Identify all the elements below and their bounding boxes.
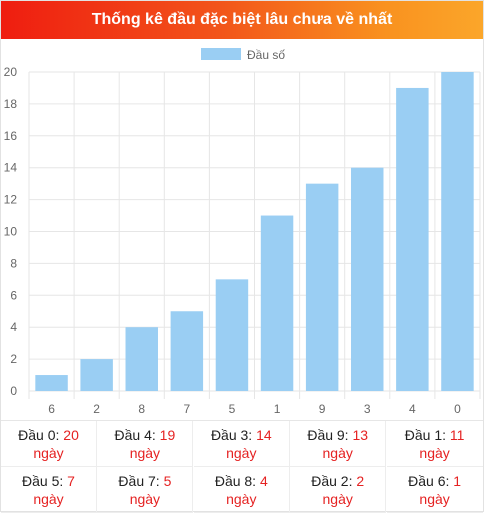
y-tick-label: 8 <box>10 256 17 270</box>
stat-value: 2 <box>356 473 365 489</box>
stat-value: 14 <box>256 427 272 443</box>
stat-cell: Đầu 3: 14 ngày <box>193 421 290 467</box>
x-tick-label: 1 <box>274 402 281 416</box>
y-tick-label: 6 <box>10 288 17 302</box>
stat-unit: ngày <box>226 491 257 507</box>
x-tick-label: 4 <box>409 402 416 416</box>
stat-unit: ngày <box>419 445 450 461</box>
panel-title: Thống kê đầu đặc biệt lâu chưa về nhất <box>1 1 483 39</box>
bar-chart: Đầu số 0 2 4 6 8 10 12 14 16 18 20 6 2 8 7 5 1 9 3 4 0 <box>4 48 481 416</box>
y-tick-label: 2 <box>10 352 17 366</box>
x-tick-label: 6 <box>48 402 55 416</box>
x-tick-label: 9 <box>319 402 326 416</box>
legend: Đầu số <box>201 48 285 62</box>
stat-unit: ngày <box>129 445 161 461</box>
stat-cell: Đầu 6: 1 ngày <box>386 467 483 513</box>
bar <box>351 167 384 391</box>
x-tick-label: 0 <box>454 402 461 416</box>
stat-value: 5 <box>163 473 172 489</box>
stat-unit: ngày <box>33 491 64 507</box>
y-tick-label: 12 <box>4 193 18 207</box>
y-tick-label: 4 <box>10 320 17 334</box>
stat-label: Đầu 4: <box>114 427 160 443</box>
stat-label: Đầu 5: <box>22 473 68 489</box>
stat-value: 20 <box>63 427 79 443</box>
bar <box>396 87 429 391</box>
stat-value: 11 <box>449 427 465 443</box>
stat-unit: ngày <box>419 491 450 507</box>
y-tick-label: 10 <box>4 225 18 239</box>
bar <box>305 183 339 391</box>
stat-label: Đầu 1: <box>404 427 450 443</box>
stat-value: 13 <box>352 427 369 443</box>
stat-value: 7 <box>67 473 75 489</box>
stat-value: 4 <box>259 473 268 489</box>
y-tick-label: 20 <box>4 65 18 79</box>
y-tick-label: 14 <box>4 161 18 175</box>
bar <box>35 375 68 391</box>
stat-unit: ngày <box>129 491 161 507</box>
legend-label: Đầu số <box>247 48 285 62</box>
bar <box>80 359 113 391</box>
stat-cell: Đầu 4: 19 ngày <box>97 421 194 467</box>
y-tick-label: 0 <box>10 384 17 398</box>
stat-label: Đầu 6: <box>408 473 454 489</box>
bar <box>170 311 204 391</box>
stat-unit: ngày <box>322 491 353 507</box>
stat-cell: Đầu 9: 13 ngày <box>290 421 387 467</box>
stat-cell: Đầu 5: 7 ngày <box>1 467 97 513</box>
x-tick-label: 3 <box>364 402 371 416</box>
stat-cell: Đầu 0: 20 ngày <box>1 421 97 467</box>
stat-label: Đầu 2: <box>311 473 357 489</box>
legend-swatch <box>201 48 241 60</box>
y-tick-label: 16 <box>4 129 18 143</box>
stats-table: Đầu 0: 20 ngày Đầu 4: 19 ngày Đầu 3: 14 ngày Đ… <box>1 420 483 513</box>
stat-cell: Đầu 8: 4 ngày <box>193 467 290 513</box>
stat-label: Đầu 9: <box>307 427 353 443</box>
x-tick-label: 5 <box>229 402 236 416</box>
bar <box>441 72 474 391</box>
x-tick-label: 8 <box>138 402 145 416</box>
stat-label: Đầu 0: <box>18 427 64 443</box>
stat-cell: Đầu 7: 5 ngày <box>97 467 194 513</box>
stat-unit: ngày <box>226 445 257 461</box>
stat-label: Đầu 3: <box>210 427 257 443</box>
x-tick-label: 7 <box>184 402 191 416</box>
bar <box>260 215 294 391</box>
stat-label: Đầu 8: <box>214 473 260 489</box>
stat-label: Đầu 7: <box>118 473 164 489</box>
bar <box>125 327 158 391</box>
y-tick-label: 18 <box>4 97 18 111</box>
bar <box>215 279 249 391</box>
stat-cell: Đầu 1: 11 ngày <box>386 421 483 467</box>
stat-unit: ngày <box>33 445 64 461</box>
stat-value: 1 <box>453 473 462 489</box>
stat-unit: ngày <box>322 445 353 461</box>
stat-value: 19 <box>159 427 176 443</box>
stat-cell: Đầu 2: 2 ngày <box>290 467 387 513</box>
x-tick-label: 2 <box>93 402 100 416</box>
